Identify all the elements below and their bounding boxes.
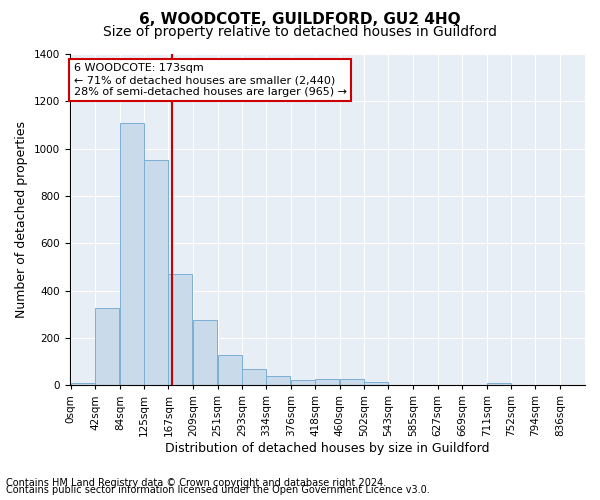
Bar <box>169 274 193 386</box>
Bar <box>144 160 168 386</box>
Bar <box>340 380 364 386</box>
Bar <box>315 380 339 386</box>
Y-axis label: Number of detached properties: Number of detached properties <box>15 121 28 318</box>
Bar <box>487 383 511 386</box>
Text: Contains HM Land Registry data © Crown copyright and database right 2024.: Contains HM Land Registry data © Crown c… <box>6 478 386 488</box>
Bar <box>218 354 242 386</box>
Bar <box>71 383 95 386</box>
Bar <box>364 382 388 386</box>
Text: 6, WOODCOTE, GUILDFORD, GU2 4HQ: 6, WOODCOTE, GUILDFORD, GU2 4HQ <box>139 12 461 28</box>
Bar <box>95 308 119 386</box>
Bar <box>193 320 217 386</box>
Bar <box>266 376 290 386</box>
Text: Size of property relative to detached houses in Guildford: Size of property relative to detached ho… <box>103 25 497 39</box>
X-axis label: Distribution of detached houses by size in Guildford: Distribution of detached houses by size … <box>165 442 490 455</box>
Bar <box>120 122 144 386</box>
Text: 6 WOODCOTE: 173sqm
← 71% of detached houses are smaller (2,440)
28% of semi-deta: 6 WOODCOTE: 173sqm ← 71% of detached hou… <box>74 64 347 96</box>
Text: Contains public sector information licensed under the Open Government Licence v3: Contains public sector information licen… <box>6 485 430 495</box>
Bar <box>242 368 266 386</box>
Bar <box>290 380 314 386</box>
